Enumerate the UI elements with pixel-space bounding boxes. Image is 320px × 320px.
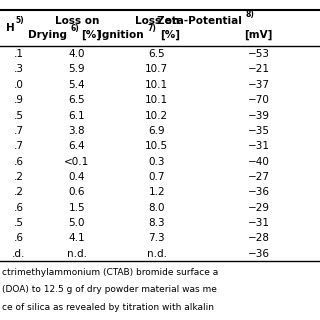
Text: 6.9: 6.9 (148, 126, 165, 136)
Text: .0: .0 (13, 80, 23, 90)
Text: 0.7: 0.7 (148, 172, 165, 182)
Text: .6: .6 (13, 203, 23, 213)
Text: −31: −31 (247, 218, 269, 228)
Text: [%]: [%] (160, 30, 180, 40)
Text: −39: −39 (247, 110, 269, 121)
Text: 5.9: 5.9 (68, 64, 85, 75)
Text: [%]: [%] (82, 30, 102, 40)
Text: 8): 8) (246, 10, 254, 19)
Text: 4.0: 4.0 (68, 49, 85, 59)
Text: .9: .9 (13, 95, 23, 105)
Text: −70: −70 (247, 95, 269, 105)
Text: 6): 6) (70, 23, 79, 33)
Text: Drying: Drying (28, 30, 70, 40)
Text: −37: −37 (247, 80, 269, 90)
Text: 7): 7) (147, 23, 156, 33)
Text: .1: .1 (13, 49, 23, 59)
Text: n.d.: n.d. (67, 249, 87, 259)
Text: .6: .6 (13, 233, 23, 244)
Text: n.d.: n.d. (147, 249, 167, 259)
Text: [mV]: [mV] (244, 30, 273, 40)
Text: H: H (6, 23, 15, 33)
Text: .7: .7 (13, 141, 23, 151)
Text: Loss on: Loss on (135, 16, 179, 26)
Text: 1.5: 1.5 (68, 203, 85, 213)
Text: .6: .6 (13, 156, 23, 167)
Text: Zeta-Potential: Zeta-Potential (157, 16, 246, 26)
Text: ce of silica as revealed by titration with alkalin: ce of silica as revealed by titration wi… (2, 303, 214, 312)
Text: −31: −31 (247, 141, 269, 151)
Text: −21: −21 (247, 64, 269, 75)
Text: 0.3: 0.3 (148, 156, 165, 167)
Text: 6.5: 6.5 (148, 49, 165, 59)
Text: <0.1: <0.1 (64, 156, 89, 167)
Text: .7: .7 (13, 126, 23, 136)
Text: −40: −40 (247, 156, 269, 167)
Text: .2: .2 (13, 172, 23, 182)
Text: (DOA) to 12.5 g of dry powder material was me: (DOA) to 12.5 g of dry powder material w… (2, 285, 216, 294)
Text: 6.4: 6.4 (68, 141, 85, 151)
Text: 8.3: 8.3 (148, 218, 165, 228)
Text: Loss on: Loss on (55, 16, 99, 26)
Text: −27: −27 (247, 172, 269, 182)
Text: 1.2: 1.2 (148, 187, 165, 197)
Text: −28: −28 (247, 233, 269, 244)
Text: 5.0: 5.0 (68, 218, 85, 228)
Text: −36: −36 (247, 249, 269, 259)
Text: 0.4: 0.4 (68, 172, 85, 182)
Text: .5: .5 (13, 110, 23, 121)
Text: 10.2: 10.2 (145, 110, 168, 121)
Text: .3: .3 (13, 64, 23, 75)
Text: 10.1: 10.1 (145, 80, 168, 90)
Text: .5: .5 (13, 218, 23, 228)
Text: 6.5: 6.5 (68, 95, 85, 105)
Text: 6.1: 6.1 (68, 110, 85, 121)
Text: 10.5: 10.5 (145, 141, 168, 151)
Text: −29: −29 (247, 203, 269, 213)
Text: −36: −36 (247, 187, 269, 197)
Text: 8.0: 8.0 (148, 203, 165, 213)
Text: 5.4: 5.4 (68, 80, 85, 90)
Text: 10.1: 10.1 (145, 95, 168, 105)
Text: Ignition: Ignition (98, 30, 147, 40)
Text: −53: −53 (247, 49, 269, 59)
Text: 5): 5) (15, 15, 24, 25)
Text: .2: .2 (13, 187, 23, 197)
Text: −35: −35 (247, 126, 269, 136)
Text: ctrimethylammonium (CTAB) bromide surface a: ctrimethylammonium (CTAB) bromide surfac… (2, 268, 218, 277)
Text: .d.: .d. (12, 249, 25, 259)
Text: 4.1: 4.1 (68, 233, 85, 244)
Text: 7.3: 7.3 (148, 233, 165, 244)
Text: 10.7: 10.7 (145, 64, 168, 75)
Text: 3.8: 3.8 (68, 126, 85, 136)
Text: 0.6: 0.6 (68, 187, 85, 197)
